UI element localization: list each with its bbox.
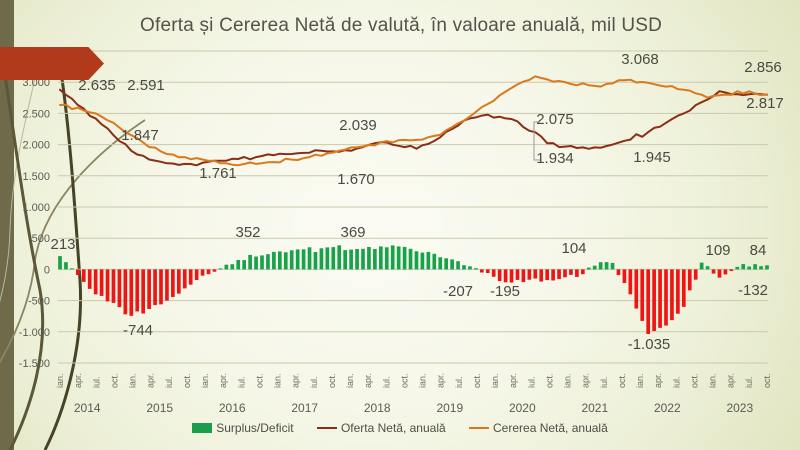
svg-text:apr.: apr. (436, 373, 446, 388)
svg-text:apr.: apr. (653, 373, 663, 388)
svg-text:2.039: 2.039 (339, 117, 377, 134)
svg-text:352: 352 (235, 224, 260, 241)
svg-text:ian.: ian. (563, 373, 573, 388)
svg-text:1.945: 1.945 (633, 149, 671, 166)
svg-text:2018: 2018 (364, 401, 391, 415)
svg-text:2014: 2014 (74, 401, 101, 415)
svg-text:-1.000: -1.000 (19, 327, 50, 339)
svg-text:213: 213 (50, 236, 75, 253)
svg-text:1.934: 1.934 (536, 150, 574, 167)
svg-text:apr.: apr. (73, 373, 83, 388)
svg-text:apr.: apr. (218, 373, 228, 388)
svg-text:2.856: 2.856 (744, 59, 782, 76)
svg-text:-500: -500 (28, 296, 50, 308)
svg-text:iul.: iul. (744, 376, 754, 388)
svg-text:-195: -195 (490, 283, 520, 300)
svg-text:iul.: iul. (599, 376, 609, 388)
svg-text:oct.: oct. (109, 373, 119, 388)
svg-text:iul.: iul. (526, 376, 536, 388)
svg-text:84: 84 (750, 242, 767, 259)
svg-text:2022: 2022 (654, 401, 681, 415)
svg-text:2015: 2015 (146, 401, 173, 415)
svg-text:oct.: oct. (690, 373, 700, 388)
svg-text:ian.: ian. (490, 373, 500, 388)
svg-text:apr.: apr. (291, 373, 301, 388)
svg-text:104: 104 (561, 240, 586, 257)
svg-text:1.847: 1.847 (121, 127, 159, 144)
svg-text:ian.: ian. (345, 373, 355, 388)
svg-text:3.068: 3.068 (621, 51, 659, 68)
svg-text:2021: 2021 (581, 401, 608, 415)
svg-text:-207: -207 (443, 283, 473, 300)
svg-text:-132: -132 (738, 282, 768, 299)
svg-text:ian.: ian. (708, 373, 718, 388)
svg-text:2023: 2023 (726, 401, 753, 415)
svg-text:2.817: 2.817 (746, 95, 784, 112)
svg-text:oct.: oct. (182, 373, 192, 388)
svg-text:oct.: oct. (327, 373, 337, 388)
svg-text:1.670: 1.670 (337, 171, 375, 188)
svg-text:369: 369 (340, 224, 365, 241)
svg-text:1.500: 1.500 (22, 171, 50, 183)
svg-text:2.500: 2.500 (22, 108, 50, 120)
svg-text:apr.: apr. (726, 373, 736, 388)
svg-text:2019: 2019 (436, 401, 463, 415)
svg-text:ian.: ian. (273, 373, 283, 388)
svg-text:apr.: apr. (146, 373, 156, 388)
svg-text:ian.: ian. (128, 373, 138, 388)
svg-text:oct.: oct. (254, 373, 264, 388)
svg-text:1.000: 1.000 (22, 202, 50, 214)
svg-text:2020: 2020 (509, 401, 536, 415)
svg-text:1.761: 1.761 (199, 165, 237, 182)
svg-text:2.591: 2.591 (127, 77, 165, 94)
svg-text:oct.: oct. (545, 373, 555, 388)
svg-text:-1.035: -1.035 (628, 336, 671, 353)
svg-text:2.000: 2.000 (22, 140, 50, 152)
svg-text:500: 500 (32, 233, 50, 245)
svg-text:apr.: apr. (363, 373, 373, 388)
svg-text:iul.: iul. (91, 376, 101, 388)
svg-text:2016: 2016 (219, 401, 246, 415)
svg-text:iul.: iul. (381, 376, 391, 388)
svg-text:oct.: oct. (399, 373, 409, 388)
svg-text:2.075: 2.075 (536, 111, 574, 128)
svg-text:iul.: iul. (309, 376, 319, 388)
svg-text:oct.: oct. (472, 373, 482, 388)
svg-text:ian.: ian. (418, 373, 428, 388)
svg-text:0: 0 (44, 264, 50, 276)
svg-text:iul.: iul. (671, 376, 681, 388)
svg-text:iul.: iul. (164, 376, 174, 388)
svg-text:ian.: ian. (200, 373, 210, 388)
svg-text:oct.: oct. (762, 373, 772, 388)
svg-text:apr.: apr. (508, 373, 518, 388)
svg-text:iul.: iul. (454, 376, 464, 388)
svg-text:ian.: ian. (55, 373, 65, 388)
svg-text:-744: -744 (123, 322, 153, 339)
svg-text:2017: 2017 (291, 401, 318, 415)
svg-text:-1.500: -1.500 (19, 358, 50, 370)
svg-text:oct.: oct. (617, 373, 627, 388)
svg-text:ian.: ian. (635, 373, 645, 388)
svg-text:109: 109 (705, 242, 730, 259)
svg-text:apr.: apr. (581, 373, 591, 388)
svg-text:iul.: iul. (236, 376, 246, 388)
